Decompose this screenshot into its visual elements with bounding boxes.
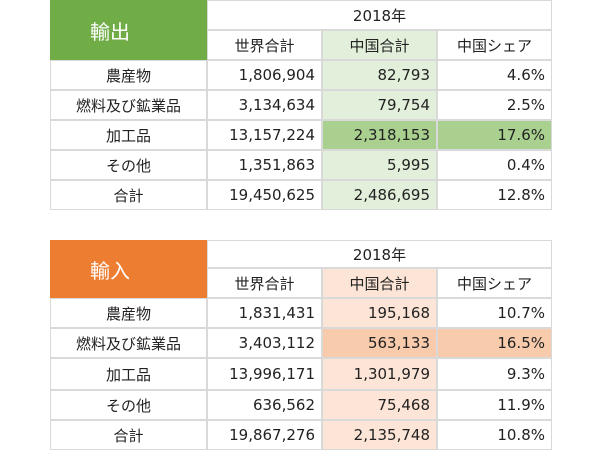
row-label: 農産物 [50,60,207,90]
value-cell: 16.5% [437,328,552,358]
section-label: 輸入 [50,240,207,298]
row-label: 合計 [50,180,207,210]
value-cell: 19,867,276 [207,420,322,450]
year-header: 2018年 [207,240,552,268]
value-cell: 12.8% [437,180,552,210]
row-label: 燃料及び鉱業品 [50,90,207,120]
section-label: 輸出 [50,0,207,60]
value-cell: 2,486,695 [322,180,437,210]
value-cell: 17.6% [437,120,552,150]
value-cell: 0.4% [437,150,552,180]
value-cell: 19,450,625 [207,180,322,210]
value-cell: 3,403,112 [207,328,322,358]
row-label: その他 [50,390,207,420]
value-cell: 1,831,431 [207,298,322,328]
value-cell: 1,806,904 [207,60,322,90]
value-cell: 636,562 [207,390,322,420]
value-cell: 13,157,224 [207,120,322,150]
row-label: 加工品 [50,120,207,150]
row-label: その他 [50,150,207,180]
value-cell: 75,468 [322,390,437,420]
value-cell: 10.7% [437,298,552,328]
column-header: 中国合計 [322,268,437,298]
value-cell: 2,135,748 [322,420,437,450]
value-cell: 3,134,634 [207,90,322,120]
value-cell: 563,133 [322,328,437,358]
value-cell: 4.6% [437,60,552,90]
value-cell: 10.8% [437,420,552,450]
value-cell: 5,995 [322,150,437,180]
value-cell: 2,318,153 [322,120,437,150]
value-cell: 79,754 [322,90,437,120]
column-header: 中国シェア [437,268,552,298]
value-cell: 1,301,979 [322,358,437,390]
value-cell: 82,793 [322,60,437,90]
column-header: 中国シェア [437,30,552,60]
column-header: 世界合計 [207,268,322,298]
row-label: 加工品 [50,358,207,390]
value-cell: 1,351,863 [207,150,322,180]
value-cell: 11.9% [437,390,552,420]
value-cell: 195,168 [322,298,437,328]
row-label: 合計 [50,420,207,450]
column-header: 中国合計 [322,30,437,60]
row-label: 農産物 [50,298,207,328]
value-cell: 9.3% [437,358,552,390]
value-cell: 2.5% [437,90,552,120]
value-cell: 13,996,171 [207,358,322,390]
column-header: 世界合計 [207,30,322,60]
row-label: 燃料及び鉱業品 [50,328,207,358]
year-header: 2018年 [207,0,552,30]
